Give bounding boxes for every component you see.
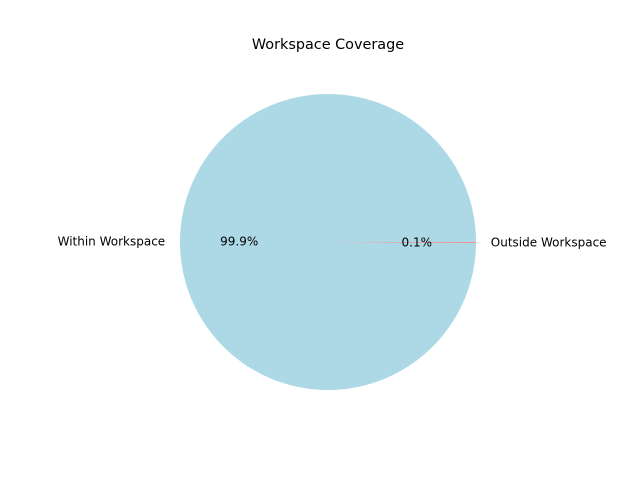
pie-labels: Within Workspace 99.9% Outside Workspace 0.… (58, 234, 607, 249)
pie-slice-outside-workspace (328, 242, 476, 243)
slice-label: Within Workspace (58, 234, 166, 248)
slice-percent-label: 0.1% (402, 235, 433, 249)
chart-title: Workspace Coverage (252, 37, 404, 53)
slice-label: Outside Workspace (491, 236, 607, 250)
slice-percent-label: 99.9% (220, 235, 258, 249)
pie-slice-within-workspace (180, 93, 477, 390)
pie-slices (180, 93, 477, 390)
